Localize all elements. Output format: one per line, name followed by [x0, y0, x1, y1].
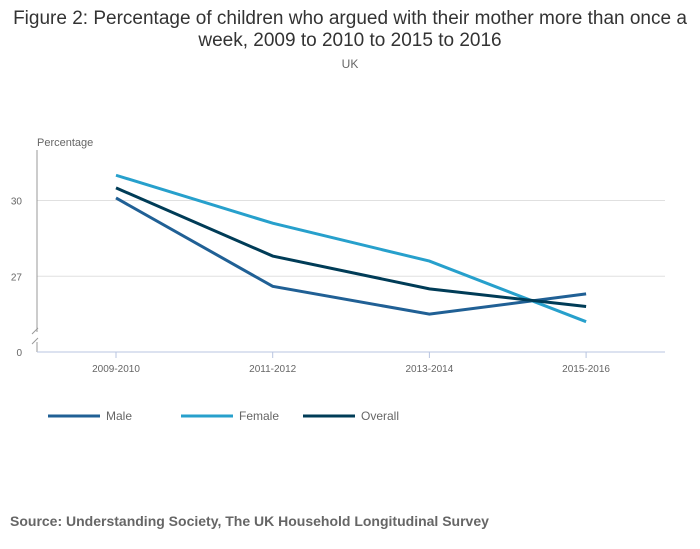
legend-label-female: Female — [239, 409, 279, 423]
series-line-overall — [115, 186, 587, 309]
line-chart: 0 27 30 Percentage 2009-2010 2011-2012 2013-20… — [11, 137, 665, 423]
y-tick-label: 0 — [16, 348, 22, 359]
x-tick-label: 2009-2010 — [92, 364, 140, 375]
x-tick-label: 2011-2012 — [249, 364, 297, 375]
y-tick-label: 27 — [11, 272, 23, 283]
legend-label-overall: Overall — [361, 409, 399, 423]
source-note: Source: Understanding Society, The UK Ho… — [10, 513, 489, 529]
chart-subtitle: UK — [341, 57, 359, 71]
y-tick-label: 30 — [11, 197, 23, 208]
x-tick-label: 2015-2016 — [562, 364, 610, 375]
x-tick-label: 2013-2014 — [405, 364, 453, 375]
series-line-female — [115, 173, 587, 324]
axis-break-icon — [31, 327, 39, 345]
legend-label-male: Male — [106, 409, 132, 423]
series-line-male — [115, 196, 587, 316]
y-axis-label: Percentage — [37, 137, 93, 149]
chart-title: Figure 2: Percentage of children who arg… — [13, 8, 687, 51]
